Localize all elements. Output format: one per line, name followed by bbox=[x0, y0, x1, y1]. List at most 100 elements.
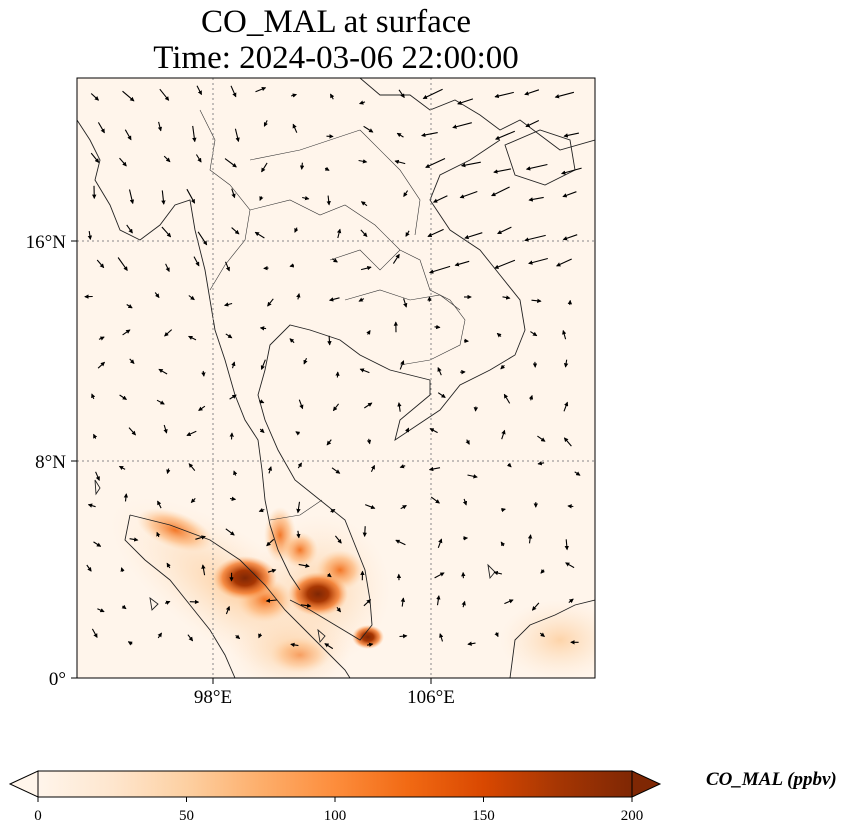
wind-arrow bbox=[403, 190, 409, 198]
wind-arrow bbox=[229, 496, 237, 501]
wind-arrow bbox=[392, 253, 400, 264]
wind-arrow bbox=[495, 130, 516, 140]
wind-arrow bbox=[195, 535, 206, 540]
title-time: Time: 2024-03-06 22:00:00 bbox=[153, 40, 519, 76]
wind-arrow bbox=[122, 90, 135, 102]
wind-arrow bbox=[366, 642, 374, 647]
hotspot-singapore bbox=[352, 625, 384, 649]
wind-arrow bbox=[128, 427, 136, 436]
wind-arrow bbox=[563, 359, 569, 368]
lon-label-106E: 106°E bbox=[407, 687, 455, 708]
wind-arrow bbox=[539, 632, 545, 637]
wind-arrow bbox=[229, 432, 234, 440]
wind-arrow bbox=[231, 361, 236, 369]
wind-arrow bbox=[224, 261, 230, 272]
wind-arrow bbox=[123, 493, 129, 502]
wind-arrow bbox=[365, 504, 376, 510]
wind-arrow bbox=[165, 263, 170, 273]
wind-arrow bbox=[266, 538, 275, 547]
wind-arrow bbox=[157, 500, 162, 509]
wind-arrow bbox=[201, 370, 206, 377]
wind-arrow bbox=[126, 304, 133, 309]
wind-arrow bbox=[188, 295, 195, 301]
gridlines bbox=[77, 78, 595, 678]
wind-arrow bbox=[224, 158, 237, 168]
wind-arrow bbox=[186, 430, 197, 436]
wind-arrow bbox=[358, 159, 368, 164]
wind-arrow bbox=[524, 89, 540, 96]
wind-arrow bbox=[163, 424, 168, 434]
wind-arrow bbox=[359, 100, 366, 105]
wind-arrow bbox=[258, 633, 263, 639]
wind-arrow bbox=[363, 402, 373, 409]
wind-arrow bbox=[331, 258, 338, 263]
wind-arrow bbox=[366, 329, 371, 335]
wind-arrow bbox=[159, 88, 170, 101]
wind-arrow bbox=[504, 599, 514, 605]
wind-arrow bbox=[400, 597, 406, 607]
wind-arrow bbox=[87, 503, 96, 508]
wind-arrow bbox=[437, 538, 443, 548]
colorbar-label: CO_MAL (ppbv) bbox=[706, 769, 837, 790]
wind-arrow bbox=[397, 402, 402, 412]
wind-arrow bbox=[399, 633, 408, 639]
wind-arrow bbox=[166, 562, 171, 569]
wind-arrow bbox=[465, 439, 470, 445]
wind-arrow bbox=[358, 297, 365, 302]
wind-arrow bbox=[461, 600, 466, 608]
colorbar-extend-max bbox=[631, 770, 662, 798]
wind-arrow bbox=[190, 498, 196, 504]
wind-arrow bbox=[362, 526, 368, 538]
wind-arrow bbox=[158, 368, 168, 375]
wind-arrow bbox=[496, 332, 502, 338]
wind-arrow bbox=[436, 595, 441, 606]
wind-arrow bbox=[225, 605, 231, 615]
title-variable: CO_MAL at surface bbox=[200, 4, 472, 40]
wind-arrow bbox=[97, 361, 106, 369]
wind-arrow bbox=[562, 234, 578, 241]
coastlines bbox=[77, 78, 595, 678]
wind-arrow bbox=[229, 394, 237, 400]
wind-arrow bbox=[403, 298, 408, 308]
wind-arrow bbox=[527, 534, 533, 544]
wind-arrow bbox=[192, 125, 197, 143]
wind-arrow bbox=[157, 121, 163, 132]
wind-arrow bbox=[395, 539, 406, 546]
wind-arrow bbox=[525, 163, 548, 171]
wind-arrow bbox=[554, 91, 575, 99]
wind-arrow bbox=[394, 159, 406, 165]
wind-arrow bbox=[198, 405, 206, 411]
wind-arrow bbox=[118, 465, 126, 471]
wind-arrow bbox=[537, 435, 546, 442]
wind-arrow bbox=[427, 228, 444, 238]
wind-arrow bbox=[267, 568, 277, 573]
wind-arrow bbox=[336, 606, 341, 613]
wind-arrow bbox=[298, 399, 304, 410]
wind-arrow bbox=[187, 634, 194, 642]
wind-arrow bbox=[119, 394, 128, 400]
lon-label-98E: 98°E bbox=[194, 687, 232, 708]
wind-arrow bbox=[186, 188, 196, 204]
wind-arrow bbox=[254, 231, 265, 239]
wind-arrow bbox=[493, 168, 512, 174]
wind-arrow bbox=[267, 466, 273, 474]
wind-arrow bbox=[295, 431, 301, 436]
wind-arrow bbox=[290, 642, 299, 648]
wind-arrow bbox=[231, 188, 236, 199]
wind-arrow bbox=[296, 501, 301, 514]
wind-arrow bbox=[359, 368, 370, 374]
wind-arrow bbox=[531, 602, 540, 611]
wind-arrow bbox=[360, 201, 368, 207]
wind-arrow bbox=[563, 401, 569, 412]
wind-arrow bbox=[524, 234, 546, 242]
wind-arrow bbox=[298, 563, 310, 568]
wind-arrow bbox=[363, 125, 374, 133]
wind-arrow bbox=[328, 297, 340, 302]
wind-arrow bbox=[129, 358, 135, 365]
wind-arrow bbox=[258, 399, 265, 404]
wind-arrow bbox=[324, 643, 334, 650]
wind-arrow bbox=[562, 329, 567, 340]
wind-arrow bbox=[404, 427, 410, 433]
colorbar-tick-50: 50 bbox=[179, 808, 194, 824]
